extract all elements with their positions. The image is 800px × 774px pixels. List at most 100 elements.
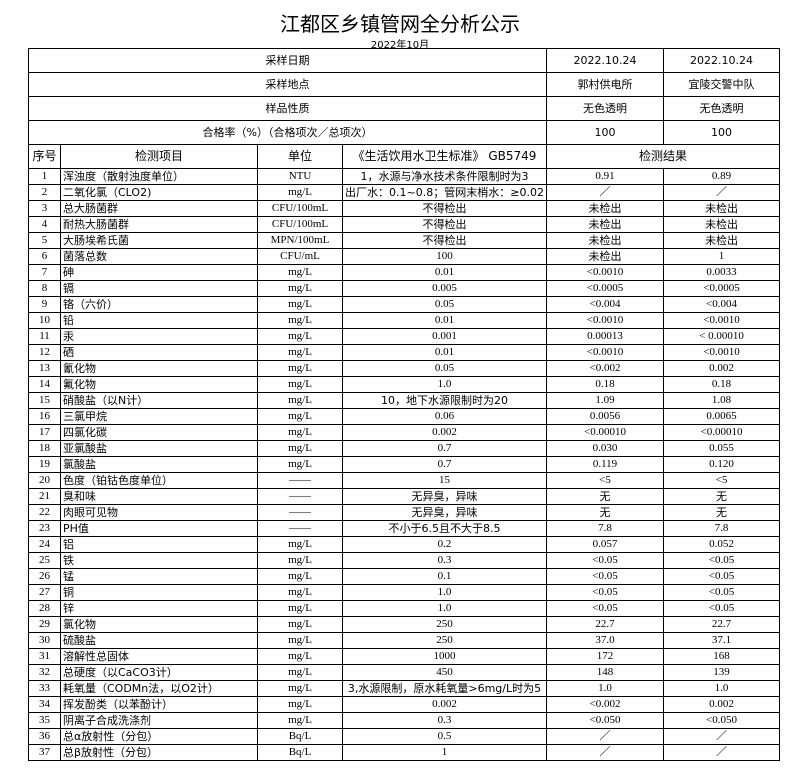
- row-seq: 16: [28, 408, 61, 425]
- row-item: 汞: [60, 328, 258, 345]
- table-row: 23 PH值 —— 不小于6.5且不大于8.5 7.8 7.8: [28, 520, 780, 537]
- table-row: 18 亚氯酸盐 mg/L 0.7 0.030 0.055: [28, 440, 780, 457]
- row-seq: 7: [28, 264, 61, 281]
- row-result-2: <0.05: [663, 568, 780, 585]
- row-standard: 1.0: [342, 376, 547, 393]
- meta-row: 采样地点 郭村供电所 宜陵交警中队: [28, 72, 780, 97]
- table-row: 25 铁 mg/L 0.3 <0.05 <0.05: [28, 552, 780, 569]
- row-unit: mg/L: [257, 632, 343, 649]
- row-result-2: 0.0065: [663, 408, 780, 425]
- row-result-1: 0.91: [546, 168, 664, 185]
- row-item: PH值: [60, 520, 258, 537]
- row-unit: Bq/L: [257, 744, 343, 761]
- row-result-1: <0.00010: [546, 424, 664, 441]
- row-standard: 3,水源限制，原水耗氧量>6mg/L时为5: [342, 680, 547, 697]
- water-analysis-table: 采样日期 2022.10.24 2022.10.24 采样地点 郭村供电所 宜陵交警中队样…: [28, 48, 780, 761]
- row-unit: mg/L: [257, 184, 343, 201]
- row-result-2: 未检出: [663, 232, 780, 249]
- row-seq: 19: [28, 456, 61, 473]
- row-item: 铁: [60, 552, 258, 569]
- row-item: 色度（铂钴色度单位）: [60, 472, 258, 489]
- row-result-1: <0.05: [546, 600, 664, 617]
- table-row: 21 臭和味 —— 无异臭，异味无无: [28, 488, 780, 505]
- row-standard: 1.0: [342, 584, 547, 601]
- table-row: 9 铬（六价） mg/L 0.05 <0.004 <0.004: [28, 296, 780, 313]
- row-seq: 25: [28, 552, 61, 569]
- row-item: 硫酸盐: [60, 632, 258, 649]
- row-unit: ——: [257, 488, 343, 505]
- row-result-1: 无: [546, 488, 664, 505]
- row-unit: mg/L: [257, 328, 343, 345]
- row-unit: mg/L: [257, 360, 343, 377]
- row-seq: 5: [28, 232, 61, 249]
- row-result-2: <0.00010: [663, 424, 780, 441]
- row-standard: 0.001: [342, 328, 547, 345]
- row-standard: 10，地下水源限制时为20: [342, 392, 547, 409]
- table-row: 37 总β放射性（分包） Bq/L 1 ／／: [28, 744, 780, 761]
- row-standard: 0.06: [342, 408, 547, 425]
- row-standard: 0.01: [342, 344, 547, 361]
- meta-value-1: 无色透明: [546, 96, 664, 121]
- row-item: 氰化物: [60, 360, 258, 377]
- row-result-1: 0.00013: [546, 328, 664, 345]
- row-result-1: 0.030: [546, 440, 664, 457]
- row-item: 镉: [60, 280, 258, 297]
- row-item: 总硬度（以CaCO3计）: [60, 664, 258, 681]
- row-seq: 8: [28, 280, 61, 297]
- row-standard: 0.2: [342, 536, 547, 553]
- row-standard: 250: [342, 616, 547, 633]
- row-standard: 0.05: [342, 360, 547, 377]
- row-seq: 9: [28, 296, 61, 313]
- row-standard: 出厂水：0.1~0.8；管网末梢水：≥0.02: [342, 184, 547, 201]
- row-standard: 0.1: [342, 568, 547, 585]
- row-item: 溶解性总固体: [60, 648, 258, 665]
- meta-value-2: 2022.10.24: [663, 48, 780, 73]
- row-item: 三氯甲烷: [60, 408, 258, 425]
- row-standard: 无异臭，异味: [342, 488, 547, 505]
- row-standard: 0.002: [342, 424, 547, 441]
- row-item: 臭和味: [60, 488, 258, 505]
- row-standard: 100: [342, 248, 547, 265]
- table-row: 3 总大肠菌群 CFU/100mL 不得检出 未检出 未检出: [28, 200, 780, 217]
- row-item: 铬（六价）: [60, 296, 258, 313]
- row-unit: mg/L: [257, 264, 343, 281]
- table-row: 6 菌落总数 CFU/mL 100 未检出 1: [28, 248, 780, 265]
- row-item: 铜: [60, 584, 258, 601]
- row-standard: 0.7: [342, 440, 547, 457]
- row-seq: 28: [28, 600, 61, 617]
- meta-row: 样品性质 无色透明 无色透明: [28, 96, 780, 121]
- row-unit: mg/L: [257, 440, 343, 457]
- row-result-2: 139: [663, 664, 780, 681]
- row-seq: 2: [28, 184, 61, 201]
- row-unit: mg/L: [257, 424, 343, 441]
- row-standard: 1: [342, 744, 547, 761]
- row-standard: 不得检出: [342, 232, 547, 249]
- row-result-2: 37.1: [663, 632, 780, 649]
- row-result-1: 22.7: [546, 616, 664, 633]
- row-seq: 24: [28, 536, 61, 553]
- row-standard: 不小于6.5且不大于8.5: [342, 520, 547, 537]
- row-item: 肉眼可见物: [60, 504, 258, 521]
- row-result-2: 1: [663, 248, 780, 265]
- row-standard: 0.3: [342, 552, 547, 569]
- row-result-1: <0.0010: [546, 312, 664, 329]
- row-result-1: 148: [546, 664, 664, 681]
- row-result-2: <0.0010: [663, 344, 780, 361]
- row-seq: 26: [28, 568, 61, 585]
- row-standard: 0.05: [342, 296, 547, 313]
- table-row: 26 锰 mg/L 0.1 <0.05 <0.05: [28, 568, 780, 585]
- row-item: 总α放射性（分包）: [60, 728, 258, 745]
- row-result-1: <5: [546, 472, 664, 489]
- table-row: 14 氟化物 mg/L 1.0 0.18 0.18: [28, 376, 780, 393]
- row-seq: 3: [28, 200, 61, 217]
- row-item: 亚氯酸盐: [60, 440, 258, 457]
- row-standard: 1000: [342, 648, 547, 665]
- row-standard: 0.01: [342, 312, 547, 329]
- row-standard: 250: [342, 632, 547, 649]
- row-unit: mg/L: [257, 616, 343, 633]
- meta-row: 采样日期 2022.10.24 2022.10.24: [28, 48, 780, 73]
- table-row: 28 锌 mg/L 1.0 <0.05 <0.05: [28, 600, 780, 617]
- row-seq: 17: [28, 424, 61, 441]
- table-row: 15 硝酸盐（以N计） mg/L 10，地下水源限制时为20 1.09 1.08: [28, 392, 780, 409]
- table-row: 7 砷 mg/L 0.01 <0.0010 0.0033: [28, 264, 780, 281]
